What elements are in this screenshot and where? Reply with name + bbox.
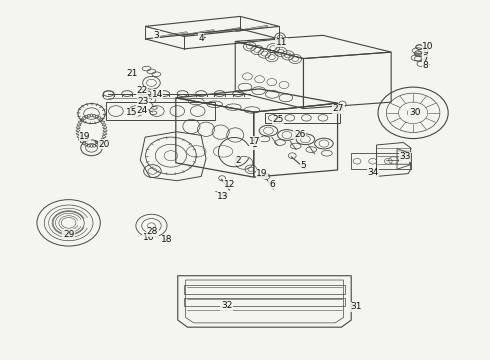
Text: 6: 6 — [269, 180, 275, 189]
Text: 29: 29 — [63, 230, 74, 239]
Text: 27: 27 — [333, 104, 344, 113]
Text: 1: 1 — [252, 140, 258, 149]
Text: 22: 22 — [136, 86, 147, 95]
Text: 19: 19 — [256, 169, 268, 178]
Text: 8: 8 — [422, 61, 428, 70]
Text: 28: 28 — [147, 227, 158, 236]
Text: 3: 3 — [153, 31, 159, 40]
Text: 24: 24 — [136, 106, 147, 115]
Text: 30: 30 — [409, 108, 420, 117]
Text: 15: 15 — [126, 108, 138, 117]
Text: 23: 23 — [137, 97, 148, 106]
Text: 16: 16 — [143, 233, 154, 242]
Text: 10: 10 — [422, 42, 434, 51]
Text: 21: 21 — [126, 69, 138, 78]
Text: 7: 7 — [422, 55, 428, 64]
Text: 19: 19 — [79, 132, 91, 141]
Text: 20: 20 — [98, 140, 109, 149]
Text: 33: 33 — [399, 152, 411, 161]
Text: 31: 31 — [350, 302, 362, 311]
Text: 14: 14 — [151, 90, 163, 99]
Text: 9: 9 — [422, 48, 428, 57]
Text: 13: 13 — [218, 192, 229, 201]
Text: 2: 2 — [235, 156, 241, 165]
Text: 4: 4 — [198, 34, 204, 43]
Text: 17: 17 — [249, 137, 261, 146]
Text: 5: 5 — [300, 161, 306, 170]
Text: 12: 12 — [224, 180, 235, 189]
Text: 26: 26 — [294, 130, 305, 139]
Text: 11: 11 — [276, 38, 287, 47]
Text: 34: 34 — [367, 168, 378, 177]
Text: 18: 18 — [161, 235, 173, 244]
Text: 32: 32 — [221, 301, 232, 310]
Text: 25: 25 — [272, 116, 284, 125]
